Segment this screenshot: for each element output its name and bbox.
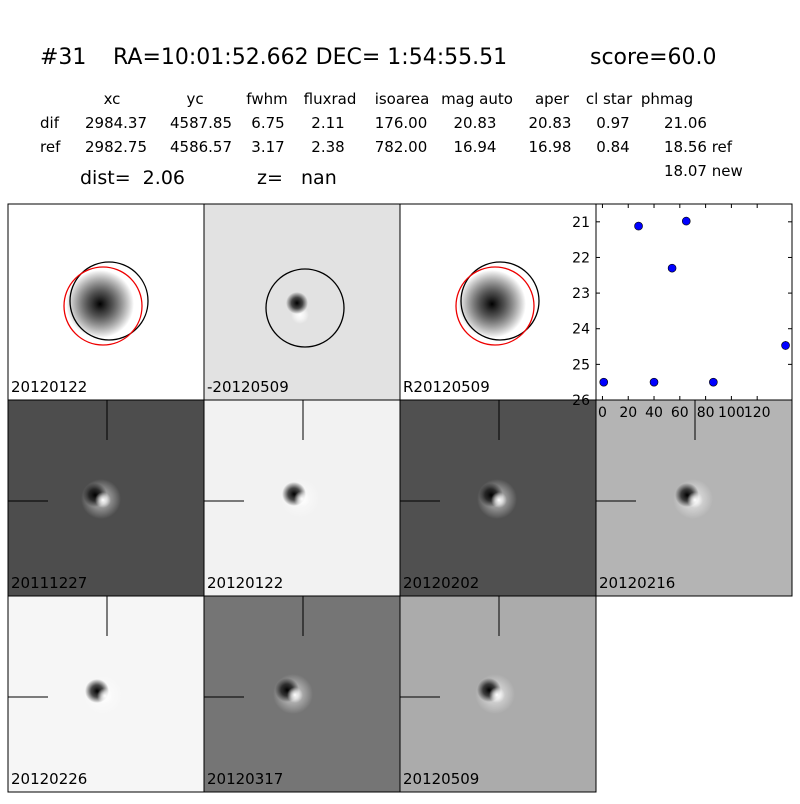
source-bright bbox=[491, 492, 507, 508]
object-id: #31 bbox=[40, 45, 86, 70]
x-tick-label: 100 bbox=[718, 405, 745, 421]
source bbox=[458, 270, 526, 338]
table-cell: 21.06 bbox=[664, 114, 707, 132]
column-header: yc bbox=[186, 90, 203, 108]
table-cell: 20.83 bbox=[529, 114, 572, 132]
column-header: fwhm bbox=[246, 90, 287, 108]
panel-label: -20120509 bbox=[207, 378, 289, 396]
data-point bbox=[599, 377, 609, 387]
table-cell: 6.75 bbox=[251, 114, 284, 132]
image-panel: 20120317 bbox=[203, 595, 401, 793]
source bbox=[66, 270, 134, 338]
column-header: cl star bbox=[586, 90, 633, 108]
image-panel: 20120202 bbox=[399, 399, 597, 597]
y-tick-label: 23 bbox=[572, 286, 590, 302]
panel-label: 20120509 bbox=[403, 770, 479, 788]
y-tick-label: 21 bbox=[572, 215, 590, 231]
source-bright bbox=[489, 687, 505, 703]
x-tick-label: 40 bbox=[645, 405, 663, 421]
column-header: phmag bbox=[641, 90, 693, 108]
image-panel: R20120509 bbox=[399, 203, 597, 401]
table-cell: 0.84 bbox=[596, 138, 629, 156]
column-header: isoarea bbox=[375, 90, 430, 108]
source-bright bbox=[287, 687, 303, 703]
y-tick-label: 25 bbox=[572, 357, 590, 373]
x-tick-label: 0 bbox=[598, 405, 607, 421]
score: score=60.0 bbox=[590, 45, 717, 70]
y-tick-label: 26 bbox=[572, 393, 590, 409]
image-panel: -20120509 bbox=[203, 203, 401, 401]
data-point bbox=[649, 377, 659, 387]
table-cell: 4586.57 bbox=[170, 138, 232, 156]
x-tick-label: 120 bbox=[744, 405, 771, 421]
source-bright bbox=[294, 491, 310, 507]
table-cell: 176.00 bbox=[375, 114, 428, 132]
light-curve: 21 22 23 24 25 26 0 20 40 60 80 100 120 bbox=[572, 203, 793, 421]
table-cell: 2984.37 bbox=[85, 114, 147, 132]
aperture bbox=[69, 261, 149, 341]
table-cell: 3.17 bbox=[251, 138, 284, 156]
x-tick-label: 60 bbox=[671, 405, 689, 421]
aperture bbox=[265, 268, 345, 348]
table-cell: 20.83 bbox=[454, 114, 497, 132]
table-cell: 4587.85 bbox=[170, 114, 232, 132]
image-panel: 20120122 bbox=[203, 399, 401, 597]
plot-area bbox=[595, 203, 793, 401]
panel-label: 20120122 bbox=[11, 378, 87, 396]
coordinates: RA=10:01:52.662 DEC= 1:54:55.51 bbox=[113, 45, 507, 70]
table-cell: 2.38 bbox=[311, 138, 344, 156]
source bbox=[286, 292, 308, 314]
column-header: mag auto bbox=[441, 90, 513, 108]
phmag-new: 18.07 new bbox=[664, 162, 743, 180]
x-tick-label: 20 bbox=[619, 405, 637, 421]
source-bright bbox=[687, 492, 703, 508]
image-panel: 20120226 bbox=[7, 595, 205, 793]
table-cell: ref bbox=[40, 138, 61, 156]
distance: dist= 2.06 bbox=[80, 167, 185, 189]
image-panel: 20120509 bbox=[399, 595, 597, 793]
column-header: fluxrad bbox=[304, 90, 357, 108]
table-cell: 2982.75 bbox=[85, 138, 147, 156]
table-cell: 0.97 bbox=[596, 114, 629, 132]
y-tick-label: 24 bbox=[572, 322, 590, 338]
panel-label: R20120509 bbox=[403, 378, 490, 396]
aperture bbox=[460, 261, 540, 341]
image-panel: 20120122 bbox=[7, 203, 205, 401]
y-tick-label: 22 bbox=[572, 250, 590, 266]
aperture-ref bbox=[455, 266, 535, 346]
table-cell: 16.98 bbox=[529, 138, 572, 156]
panel-label: 20120317 bbox=[207, 770, 283, 788]
source-bright bbox=[95, 492, 111, 508]
table-cell: 16.94 bbox=[454, 138, 497, 156]
image-panel: 20120216 bbox=[595, 399, 793, 597]
data-point bbox=[709, 377, 718, 387]
column-header: aper bbox=[535, 90, 570, 108]
aperture-ref bbox=[63, 266, 143, 346]
panel-label: 20120202 bbox=[403, 574, 479, 592]
table-cell: 18.56 ref bbox=[664, 138, 733, 156]
data-point bbox=[681, 216, 691, 226]
source-bright bbox=[97, 688, 113, 704]
data-point bbox=[781, 341, 790, 350]
data-point bbox=[634, 221, 643, 231]
panel-label: 20120226 bbox=[11, 770, 87, 788]
image-panel: 20111227 bbox=[7, 399, 205, 597]
column-header: xc bbox=[104, 90, 121, 108]
x-tick-label: 80 bbox=[697, 405, 715, 421]
panel-label: 20111227 bbox=[11, 574, 87, 592]
redshift: z= nan bbox=[257, 167, 337, 189]
panel-label: 20120122 bbox=[207, 574, 283, 592]
panel-label: 20120216 bbox=[599, 574, 675, 592]
table-cell: 2.11 bbox=[311, 114, 344, 132]
table-cell: 782.00 bbox=[375, 138, 428, 156]
data-point bbox=[667, 263, 677, 273]
table-cell: dif bbox=[40, 114, 60, 132]
